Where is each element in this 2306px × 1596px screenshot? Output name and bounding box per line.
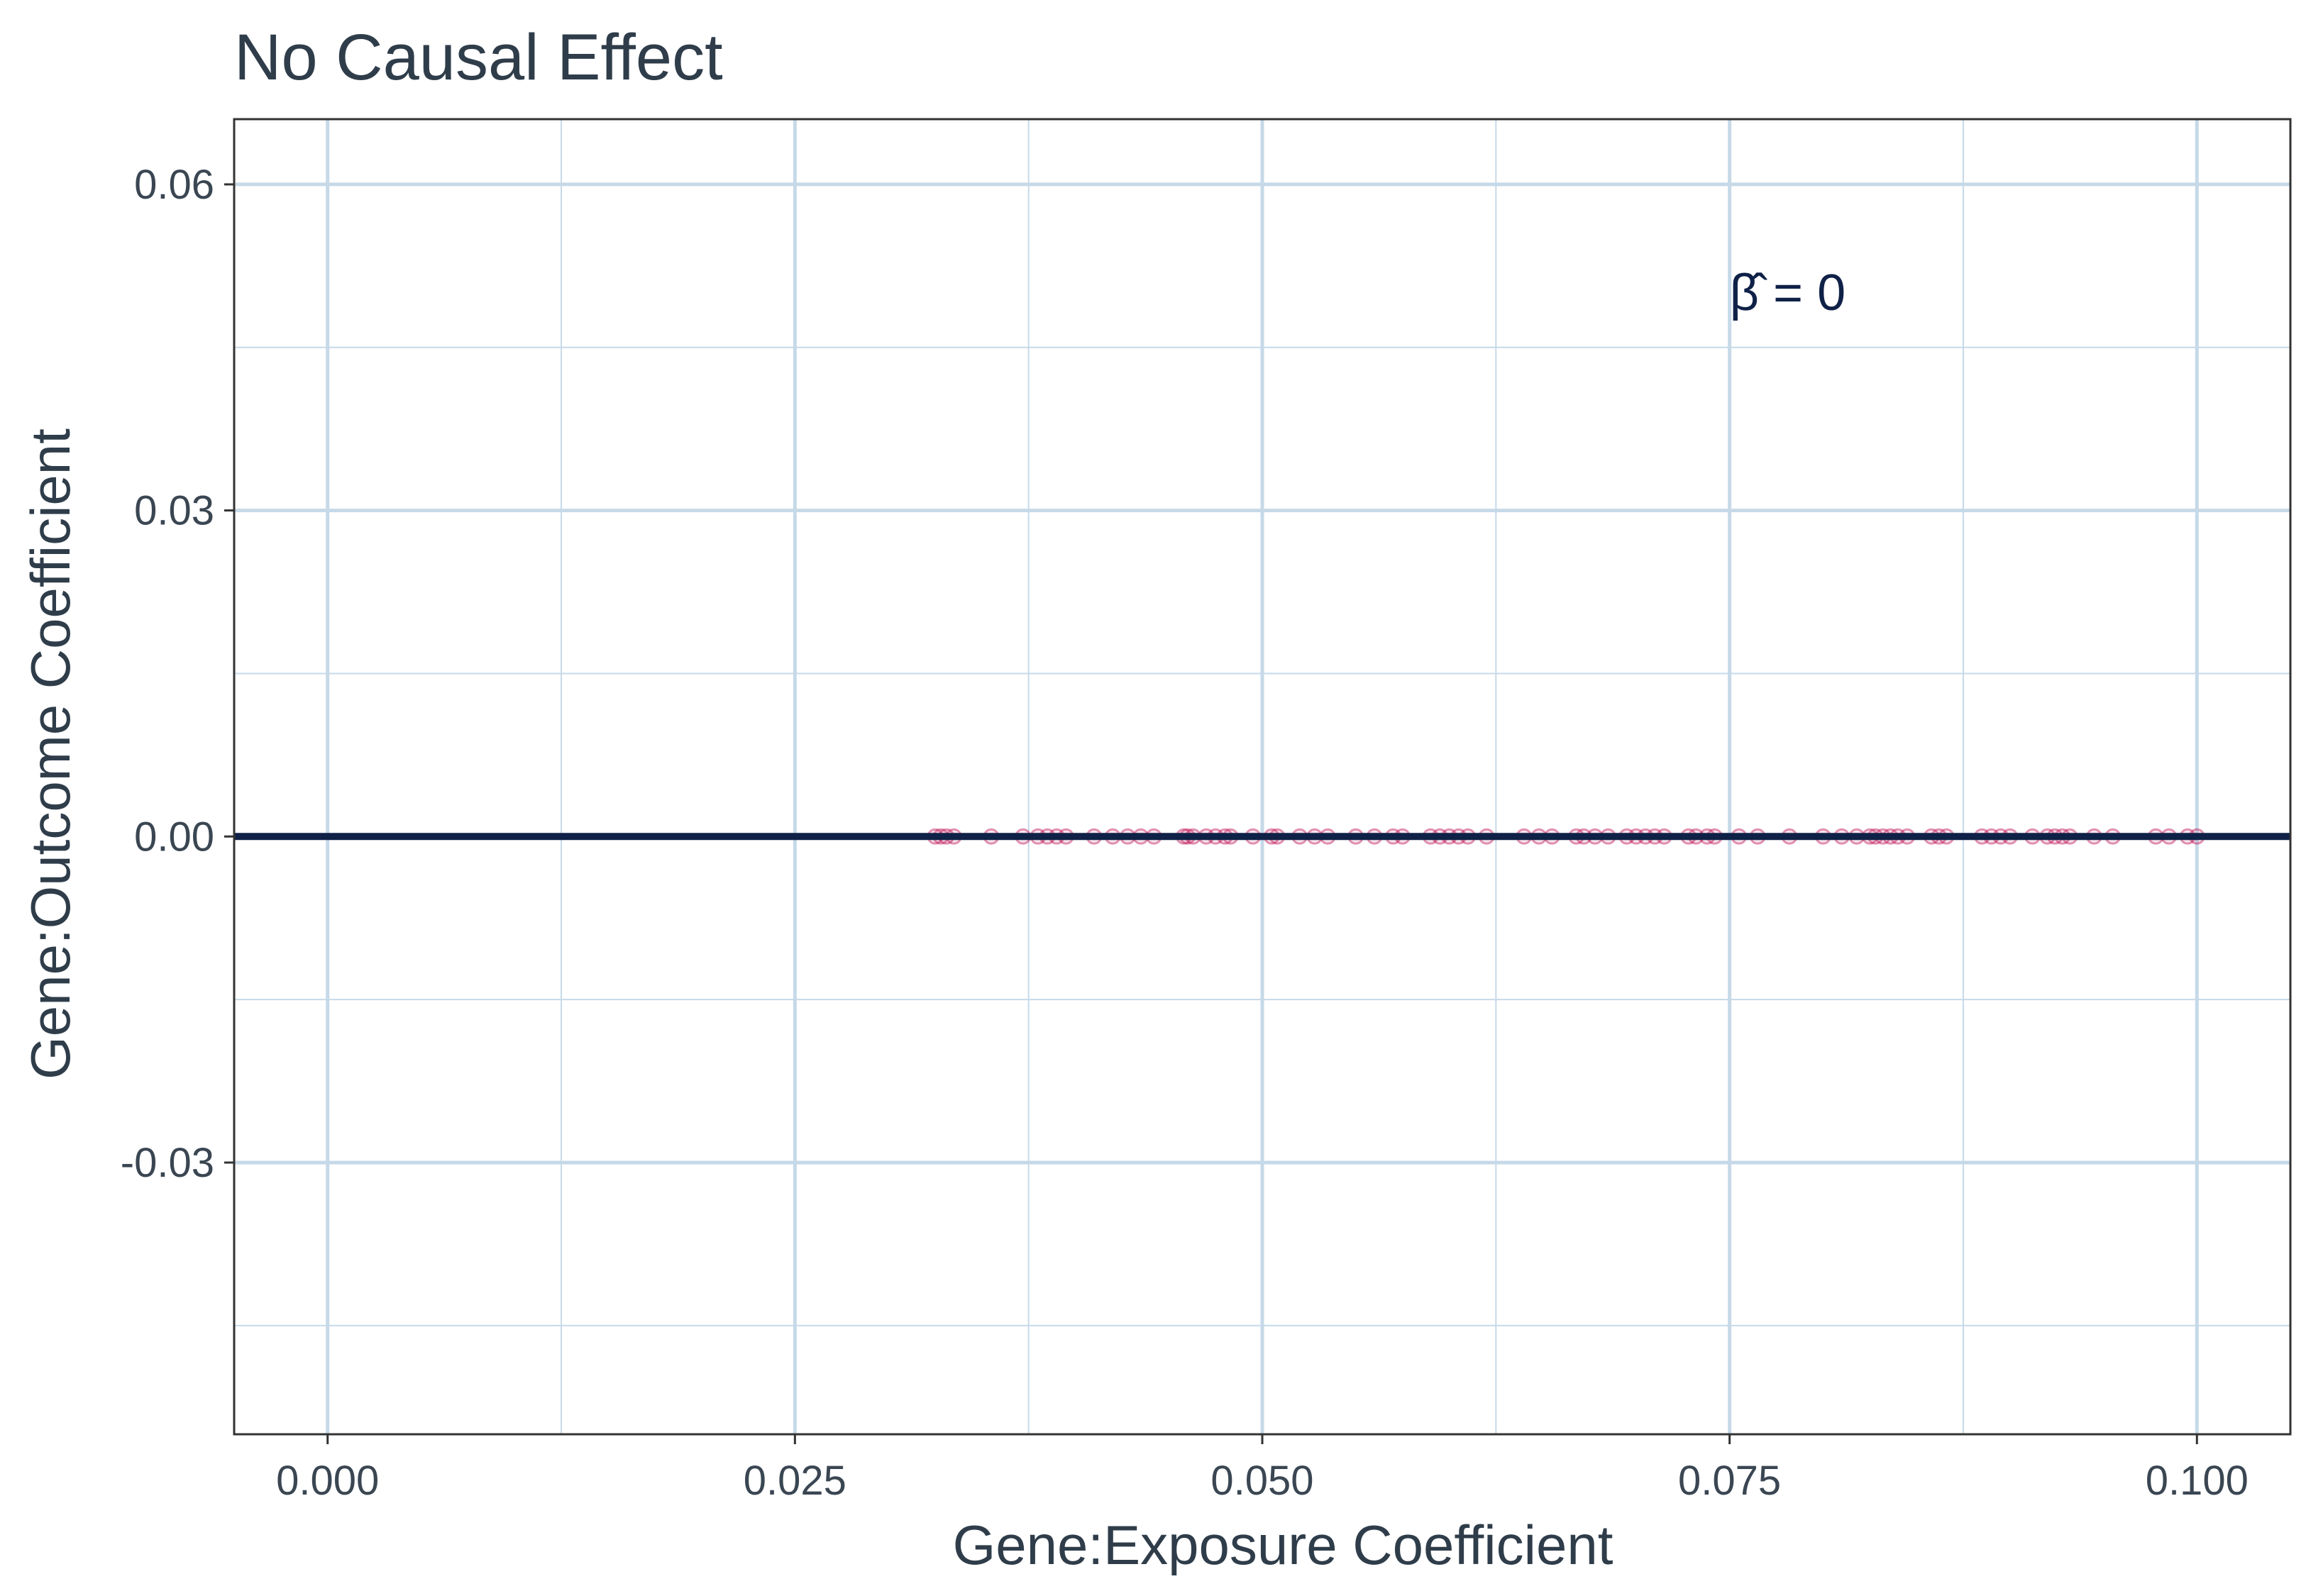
x-axis-ticks: 0.000 0.025 0.050 0.075 0.100 xyxy=(276,1434,2249,1504)
x-tick-label: 0.075 xyxy=(1678,1458,1781,1504)
major-grid xyxy=(234,119,2290,1434)
x-tick-label: 0.000 xyxy=(276,1458,379,1504)
y-axis-ticks: -0.03 0.00 0.03 0.06 xyxy=(121,162,234,1186)
y-tick-label: -0.03 xyxy=(121,1140,214,1186)
beta-annotation: β̂ = 0 xyxy=(1730,265,1846,321)
x-tick-label: 0.100 xyxy=(2146,1458,2249,1504)
x-axis-label: Gene:Exposure Coefficient xyxy=(953,1514,1613,1576)
chart-title: No Causal Effect xyxy=(234,21,723,94)
y-axis-label: Gene:Outcome Coefficient xyxy=(19,428,82,1080)
y-tick-label: 0.06 xyxy=(134,162,214,208)
y-tick-label: 0.03 xyxy=(134,488,214,534)
x-tick-label: 0.050 xyxy=(1210,1458,1313,1504)
y-tick-label: 0.00 xyxy=(134,814,214,860)
x-tick-label: 0.025 xyxy=(744,1458,846,1504)
